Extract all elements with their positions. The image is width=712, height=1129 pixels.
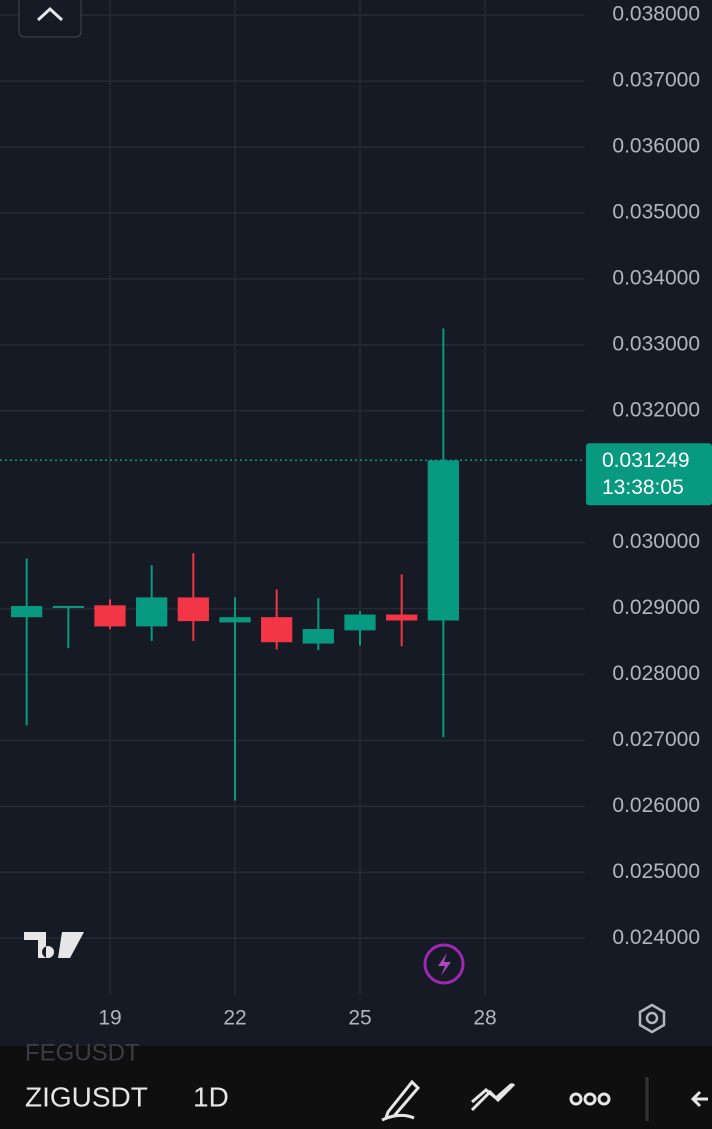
candle-body [386,614,418,621]
candle-body [427,460,459,621]
candle-body [219,617,251,623]
draw-icon[interactable] [381,1079,421,1122]
candle-body [344,614,376,631]
y-tick-label: 0.033000 [612,332,700,355]
collapse-button[interactable] [18,0,82,38]
candle-body [302,629,334,644]
y-tick-label: 0.028000 [612,662,700,685]
interval[interactable]: 1D [193,1081,229,1112]
y-tick-label: 0.038000 [612,3,700,26]
trend-icon[interactable] [470,1082,516,1112]
toolbar-background [0,1046,712,1129]
toolbar-icons [381,1077,708,1122]
candle-body [136,597,168,627]
more-icon[interactable] [583,1092,597,1106]
y-tick-label: 0.032000 [612,398,700,421]
candle-body [11,605,43,618]
back-icon[interactable] [690,1090,708,1108]
logo [24,932,84,958]
candle-body [177,597,209,622]
countdown-label: 13:38:05 [602,476,684,499]
event-bolt [438,953,451,976]
previous-symbol: FEGUSDT [25,1039,140,1066]
y-tick-label: 0.029000 [612,596,700,619]
y-tick-label: 0.030000 [612,530,700,553]
x-tick-label: 19 [98,1007,121,1030]
event-icon[interactable] [423,943,465,985]
symbol[interactable]: ZIGUSDT [25,1081,148,1112]
candle-body [261,617,293,643]
settings-icon-center [645,1011,659,1025]
more-icon[interactable] [569,1092,583,1106]
more-icon[interactable] [597,1092,611,1106]
y-tick-label: 0.025000 [612,860,700,883]
last-price-tag [586,443,712,506]
y-tick-label: 0.037000 [612,69,700,92]
collapse-icon [36,6,64,22]
x-tick-label: 22 [223,1007,246,1030]
x-tick-label: 25 [348,1007,371,1030]
y-tick-label: 0.024000 [612,926,700,949]
candle-body [94,605,126,627]
last-price-label: 0.031249 [602,449,690,472]
y-tick-label: 0.026000 [612,794,700,817]
y-tick-label: 0.035000 [612,201,700,224]
candle-body [52,605,84,608]
settings-icon[interactable] [638,1003,666,1034]
x-tick-label: 28 [473,1007,496,1030]
y-tick-label: 0.027000 [612,728,700,751]
y-tick-label: 0.036000 [612,135,700,158]
y-tick-label: 0.034000 [612,266,700,289]
